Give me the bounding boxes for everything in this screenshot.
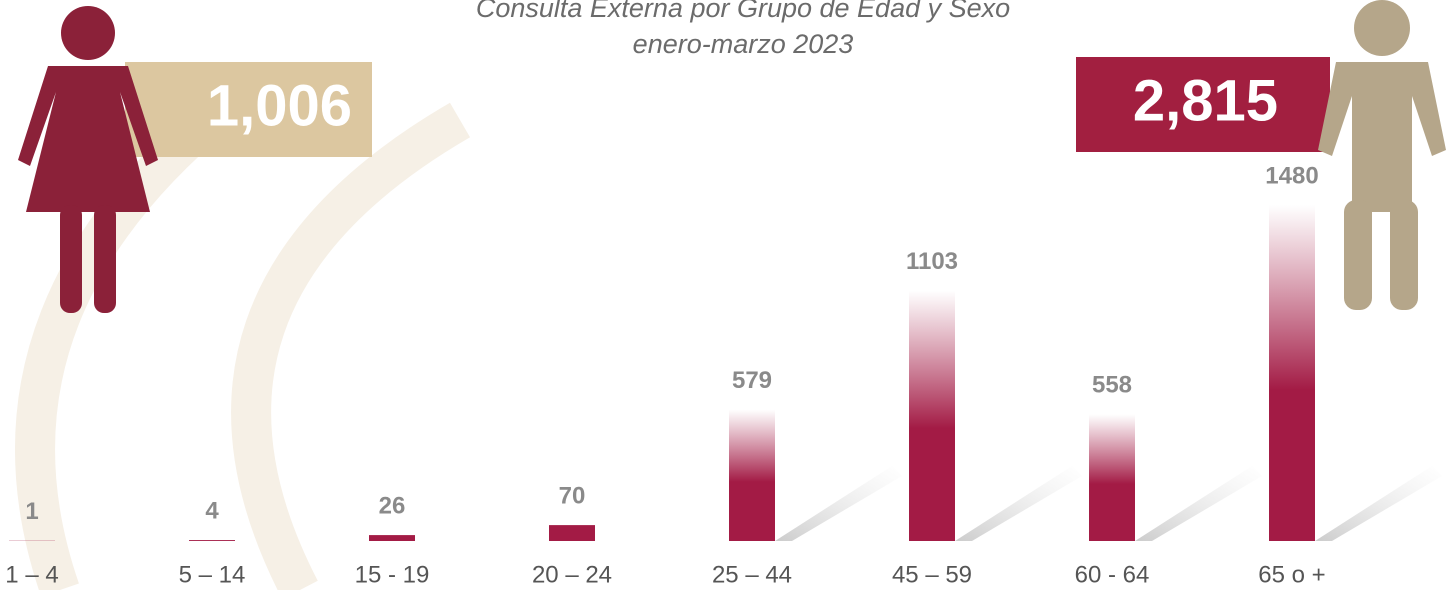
x-tick-label: 5 – 14 [179, 561, 246, 588]
x-tick-label: 60 - 64 [1075, 561, 1150, 588]
bar [189, 540, 235, 541]
bar-shadow [775, 466, 902, 541]
value-label: 1103 [906, 248, 958, 275]
x-tick-label: 65 o + [1258, 561, 1325, 588]
x-tick-label: 15 - 19 [355, 561, 430, 588]
bar [1269, 205, 1315, 541]
x-tick-label: 1 – 4 [5, 561, 58, 588]
value-label: 558 [1092, 372, 1132, 399]
value-label: 579 [732, 367, 772, 394]
x-tick-label: 45 – 59 [892, 561, 972, 588]
total-label: 2,815 [1133, 68, 1278, 133]
value-label: 1480 [1265, 162, 1318, 189]
bar [909, 290, 955, 541]
value-label: 70 [559, 482, 586, 509]
chart-subtitle: enero-marzo 2023 [633, 29, 854, 59]
bar-shadow [955, 466, 1082, 541]
male-icon [1318, 0, 1446, 310]
x-tick-label: 20 – 24 [532, 561, 612, 588]
bar-shadow [1135, 466, 1262, 541]
value-label: 4 [205, 497, 219, 524]
x-tick-label: 25 – 44 [712, 561, 792, 588]
bar-shadow [1315, 466, 1442, 541]
chart-title: Consulta Externa por Grupo de Edad y Sex… [476, 0, 1010, 23]
female-icon [18, 6, 158, 313]
bar [369, 535, 415, 541]
bar [729, 409, 775, 541]
value-label: 26 [379, 492, 406, 519]
total-box [1076, 57, 1330, 152]
bar [1089, 414, 1135, 541]
bar [549, 525, 595, 541]
value-label: 1 [25, 498, 38, 525]
total-box [125, 62, 372, 157]
total-label: 1,006 [207, 73, 352, 138]
